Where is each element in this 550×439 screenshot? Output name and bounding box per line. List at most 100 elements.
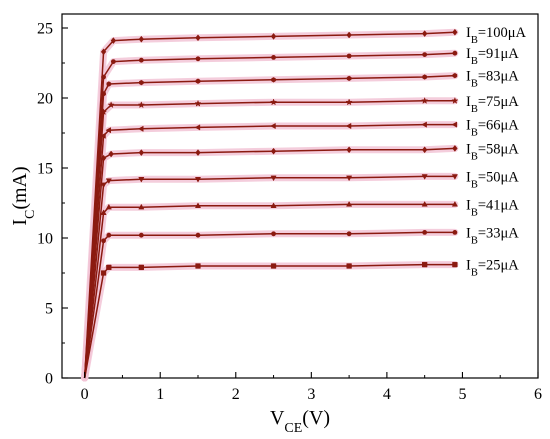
data-point bbox=[346, 263, 352, 269]
data-point bbox=[270, 147, 277, 155]
data-point bbox=[100, 270, 107, 276]
x-tick-label: 3 bbox=[307, 386, 315, 403]
data-point bbox=[452, 261, 458, 268]
data-point bbox=[100, 48, 107, 56]
data-point bbox=[421, 146, 428, 154]
data-point bbox=[100, 154, 107, 162]
data-point bbox=[271, 77, 276, 83]
series-label-main: I bbox=[466, 94, 471, 110]
data-point bbox=[422, 230, 428, 235]
series-label-sub: B bbox=[471, 103, 478, 114]
series-label: IB=50μA bbox=[466, 169, 519, 190]
data-point bbox=[110, 59, 116, 64]
series-label-value: =33μA bbox=[478, 225, 519, 241]
x-tick-label: 2 bbox=[232, 386, 240, 403]
data-point bbox=[451, 96, 459, 104]
data-point bbox=[194, 99, 202, 107]
data-point bbox=[194, 202, 202, 208]
data-point bbox=[271, 231, 276, 237]
data-point bbox=[345, 122, 352, 130]
data-point bbox=[106, 232, 112, 238]
series-label-sub: B bbox=[471, 151, 478, 162]
series-label-value: =83μA bbox=[478, 69, 519, 85]
data-point bbox=[346, 146, 352, 154]
data-point bbox=[137, 101, 145, 109]
series-label-sub: B bbox=[471, 235, 478, 246]
data-point bbox=[452, 50, 458, 56]
x-axis: 0 1 2 3 4 5 6 bbox=[81, 372, 542, 403]
data-point bbox=[346, 31, 352, 39]
x-axis-title-unit: (V) bbox=[302, 407, 330, 429]
data-point bbox=[195, 149, 201, 157]
series-halo bbox=[81, 261, 459, 382]
series-halo bbox=[81, 228, 459, 382]
series-label-value: =58μA bbox=[478, 141, 519, 157]
data-point bbox=[346, 53, 352, 59]
series-label-main: I bbox=[466, 25, 471, 41]
data-point bbox=[422, 261, 428, 268]
series-label: IB=100μA bbox=[466, 25, 527, 46]
data-point bbox=[138, 57, 144, 63]
series-label-main: I bbox=[466, 258, 471, 274]
data-point bbox=[105, 178, 112, 184]
data-point bbox=[100, 209, 107, 215]
series-label-value: =75μA bbox=[478, 94, 519, 110]
data-point bbox=[110, 37, 117, 45]
data-point bbox=[271, 55, 276, 60]
series-label: IB=25μA bbox=[466, 258, 519, 279]
series-label: IB=33μA bbox=[466, 225, 519, 246]
data-point bbox=[270, 202, 277, 208]
series-label: IB=58μA bbox=[466, 141, 519, 162]
data-point bbox=[100, 182, 107, 189]
series-halo bbox=[81, 97, 459, 382]
data-point bbox=[346, 75, 352, 82]
data-point bbox=[139, 79, 144, 86]
data-point bbox=[107, 101, 115, 109]
data-point bbox=[106, 81, 112, 87]
data-point bbox=[195, 56, 201, 62]
series-label-main: I bbox=[466, 118, 471, 134]
series-label-main: I bbox=[466, 141, 471, 157]
data-point bbox=[138, 203, 145, 210]
data-point bbox=[194, 124, 201, 131]
series-label-main: I bbox=[466, 46, 471, 62]
series-label-sub: B bbox=[471, 179, 478, 190]
data-point bbox=[195, 232, 201, 238]
series-label-sub: B bbox=[471, 56, 478, 67]
series-halo bbox=[81, 121, 459, 382]
data-point bbox=[452, 28, 458, 36]
y-tick-label: 5 bbox=[45, 301, 53, 318]
data-point bbox=[270, 263, 277, 269]
y-axis-title: IC(mA) bbox=[9, 166, 38, 225]
data-point bbox=[452, 230, 458, 235]
y-tick-label: 0 bbox=[45, 371, 53, 388]
series-line bbox=[83, 100, 455, 379]
x-axis-title-main: V bbox=[270, 407, 285, 429]
series-label: IB=83μA bbox=[466, 69, 519, 90]
series-label-value: =66μA bbox=[478, 118, 519, 134]
series-line bbox=[83, 123, 455, 379]
series-label-value: =91μA bbox=[478, 46, 519, 62]
series-label: IB=75μA bbox=[466, 94, 519, 115]
data-point bbox=[138, 232, 144, 238]
data-point bbox=[138, 35, 145, 43]
x-axis-title-sub: CE bbox=[284, 421, 302, 436]
y-axis-title-sub: C bbox=[23, 210, 38, 219]
data-point bbox=[421, 121, 427, 128]
data-point bbox=[105, 203, 112, 210]
y-tick-label: 20 bbox=[37, 91, 53, 108]
series-label-sub: B bbox=[471, 207, 478, 218]
series-halo bbox=[81, 72, 459, 382]
data-point bbox=[451, 201, 458, 207]
data-point bbox=[99, 108, 108, 116]
data-point bbox=[452, 144, 458, 152]
data-point bbox=[421, 174, 428, 180]
series-label: IB=91μA bbox=[466, 46, 519, 66]
data-point bbox=[451, 121, 458, 128]
data-point bbox=[105, 127, 112, 134]
data-point bbox=[195, 78, 201, 84]
series-label-value: =25μA bbox=[478, 258, 519, 274]
data-point bbox=[269, 98, 278, 106]
y-axis-title-main: I bbox=[9, 219, 31, 226]
data-point bbox=[422, 74, 427, 80]
